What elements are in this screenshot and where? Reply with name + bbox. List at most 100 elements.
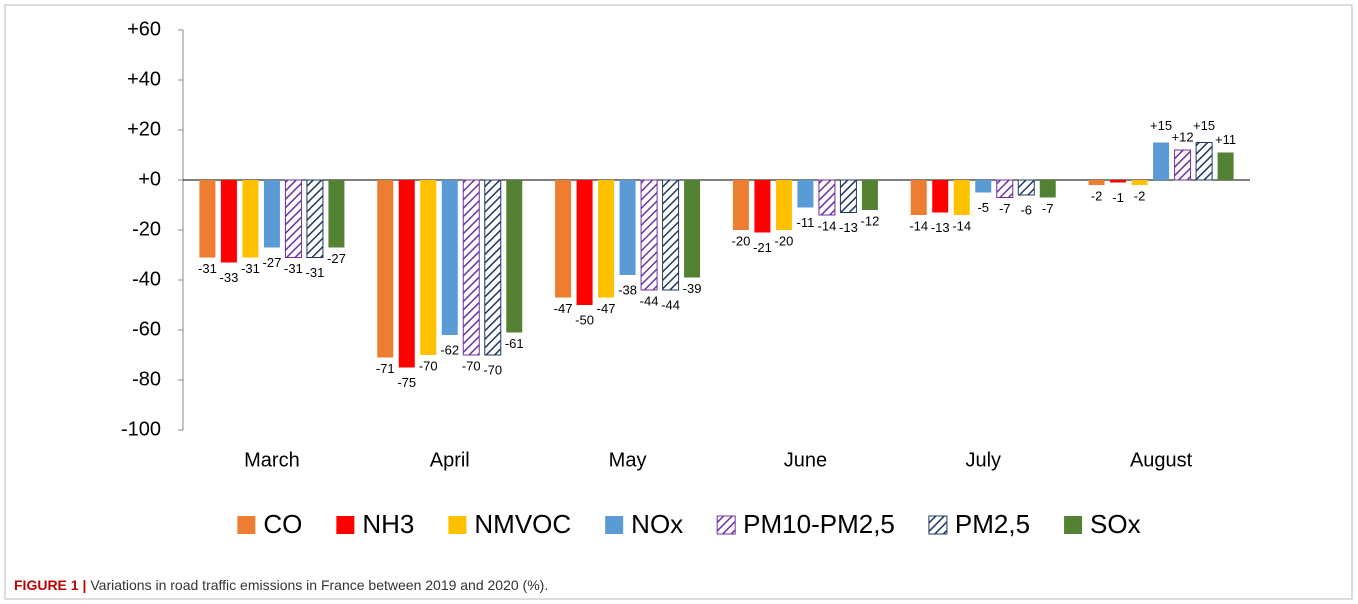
value-label: -31 [198,261,217,276]
x-tick-label: April [430,449,470,471]
bar [1131,180,1148,185]
bar [220,180,237,263]
y-tick-label: -20 [132,218,161,240]
bar [555,180,572,298]
legend-swatch [448,516,467,534]
legend-swatch [605,516,624,534]
value-label: -47 [597,301,616,316]
legend-label: NOx [631,509,683,539]
value-label: -31 [241,261,260,276]
value-label: +15 [1150,118,1172,133]
bar [754,180,771,233]
bar [1217,152,1234,180]
caption-text: Variations in road traffic emissions in … [90,577,548,593]
bar [996,179,1014,198]
value-label: -44 [661,297,680,312]
bar [462,179,480,356]
value-label: -14 [909,218,928,233]
y-tick-label: +0 [138,168,161,190]
y-tick-label: -60 [132,318,161,340]
legend-label: CO [263,509,302,539]
x-tick-label: June [784,449,827,471]
bar [484,179,502,356]
legend-swatch [928,515,948,535]
value-label: -7 [999,201,1011,216]
value-label: -61 [505,336,524,351]
bar [932,180,949,213]
value-label: -31 [284,261,303,276]
bar [861,180,878,210]
value-label: -50 [575,312,594,327]
value-label: -6 [1020,202,1032,217]
y-tick-label: -100 [121,418,161,440]
y-tick-label: -80 [132,368,161,390]
value-label: -21 [753,240,772,255]
value-label: -2 [1134,188,1146,203]
value-label: -47 [554,301,573,316]
value-label: -7 [1042,201,1054,216]
bar [1088,180,1105,185]
value-label: -14 [952,218,971,233]
bar [975,180,992,193]
value-label: -62 [440,342,459,357]
bar [328,180,345,248]
y-tick-label: +20 [127,118,161,140]
value-label: -2 [1091,188,1103,203]
value-label: -27 [263,255,282,270]
bar [441,180,458,335]
bar [953,180,970,215]
bar [199,180,216,258]
bar [839,179,857,213]
value-label: -13 [931,220,950,235]
bar [640,179,658,291]
x-tick-label: May [609,449,647,471]
bar [1195,142,1213,181]
legend-swatch [237,516,256,534]
bar [306,179,324,258]
value-label: -33 [220,270,239,285]
x-tick-label: March [244,449,300,471]
bar [910,180,927,215]
value-label: -11 [797,215,815,230]
bar [506,180,523,333]
bar [420,180,437,355]
value-label: +11 [1215,132,1236,147]
bar [1017,179,1035,196]
value-label: -38 [618,282,637,297]
bar [576,180,593,305]
value-label: -71 [376,361,395,376]
y-tick-label: +40 [127,68,161,90]
legend-label: PM10-PM2,5 [743,509,895,539]
caption-label: FIGURE 1 | [14,577,86,593]
value-label: -12 [861,213,880,228]
bar [263,180,280,248]
bar [619,180,636,275]
bar [598,180,615,298]
x-tick-label: August [1130,449,1193,471]
value-label: -70 [462,358,481,373]
value-label: -39 [683,281,702,296]
legend-label: SOx [1090,509,1141,539]
value-label: -20 [775,233,794,248]
bar [377,180,394,358]
value-label: -13 [839,220,858,235]
value-label: -14 [818,218,837,233]
value-label: +15 [1193,118,1215,133]
value-label: +12 [1172,129,1194,144]
bar [818,179,836,216]
bar [1174,149,1192,181]
bar [797,180,814,208]
y-tick-label: +60 [127,18,161,40]
caption: FIGURE 1 | Variations in road traffic emi… [14,577,548,593]
bar [284,179,302,258]
value-label: -75 [397,375,416,390]
frame [4,4,1353,600]
bar [662,179,680,291]
legend-label: NH3 [362,509,414,539]
value-label: -70 [419,358,438,373]
bar [775,180,792,230]
legend-label: PM2,5 [955,509,1030,539]
value-label: -70 [483,362,502,377]
